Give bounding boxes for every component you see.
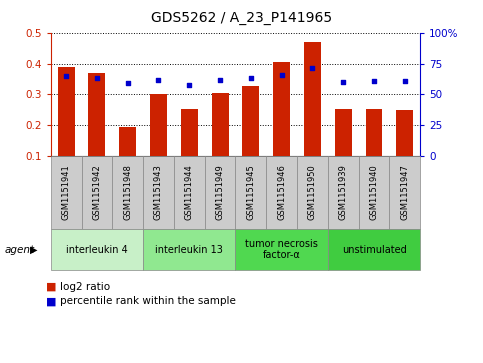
- Text: GSM1151950: GSM1151950: [308, 164, 317, 220]
- Text: ■: ■: [46, 296, 57, 306]
- Text: interleukin 13: interleukin 13: [156, 245, 223, 254]
- Text: ■: ■: [46, 282, 57, 292]
- Bar: [88, 73, 105, 156]
- Text: GSM1151942: GSM1151942: [92, 164, 101, 220]
- Text: GSM1151943: GSM1151943: [154, 164, 163, 220]
- Point: [278, 72, 285, 78]
- Point: [370, 78, 378, 84]
- Point: [216, 77, 224, 82]
- Text: percentile rank within the sample: percentile rank within the sample: [60, 296, 236, 306]
- Text: GSM1151947: GSM1151947: [400, 164, 409, 220]
- Bar: [273, 62, 290, 156]
- Bar: [212, 93, 228, 156]
- Bar: [397, 110, 413, 156]
- Bar: [57, 67, 74, 156]
- Text: GSM1151948: GSM1151948: [123, 164, 132, 220]
- Text: ▶: ▶: [30, 245, 38, 254]
- Point: [124, 80, 131, 86]
- Text: GSM1151941: GSM1151941: [62, 164, 71, 220]
- Text: agent: agent: [5, 245, 35, 254]
- Bar: [335, 109, 352, 156]
- Point: [309, 66, 316, 72]
- Point: [62, 73, 70, 79]
- Text: log2 ratio: log2 ratio: [60, 282, 111, 292]
- Bar: [181, 109, 198, 156]
- Text: GSM1151949: GSM1151949: [215, 164, 225, 220]
- Point: [401, 78, 409, 84]
- Bar: [119, 127, 136, 156]
- Bar: [242, 86, 259, 156]
- Text: interleukin 4: interleukin 4: [66, 245, 128, 254]
- Point: [93, 76, 101, 81]
- Text: GSM1151944: GSM1151944: [185, 164, 194, 220]
- Bar: [304, 42, 321, 156]
- Text: unstimulated: unstimulated: [341, 245, 406, 254]
- Point: [185, 82, 193, 87]
- Point: [155, 77, 162, 82]
- Text: GSM1151940: GSM1151940: [369, 164, 379, 220]
- Text: GSM1151946: GSM1151946: [277, 164, 286, 220]
- Point: [340, 79, 347, 85]
- Point: [247, 76, 255, 81]
- Bar: [366, 109, 383, 156]
- Text: tumor necrosis
factor-α: tumor necrosis factor-α: [245, 239, 318, 260]
- Text: GSM1151939: GSM1151939: [339, 164, 348, 220]
- Text: GSM1151945: GSM1151945: [246, 164, 256, 220]
- Text: GDS5262 / A_23_P141965: GDS5262 / A_23_P141965: [151, 11, 332, 25]
- Bar: [150, 94, 167, 156]
